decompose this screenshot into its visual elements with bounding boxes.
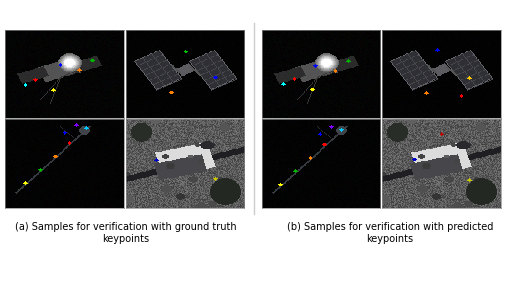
Text: (a) Samples for verification with ground truth
keypoints: (a) Samples for verification with ground… bbox=[15, 222, 237, 244]
Text: (b) Samples for verification with predicted
keypoints: (b) Samples for verification with predic… bbox=[287, 222, 493, 244]
